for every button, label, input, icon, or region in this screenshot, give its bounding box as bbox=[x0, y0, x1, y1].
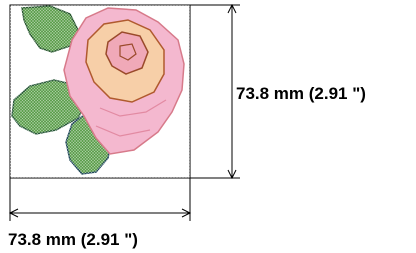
width-label: 73.8 mm (2.91 ") bbox=[8, 230, 138, 249]
embroidery-design bbox=[10, 5, 190, 178]
design-preview: 73.8 mm (2.91 ") 73.8 mm (2.91 ") bbox=[0, 0, 416, 253]
height-label: 73.8 mm (2.91 ") bbox=[236, 84, 366, 103]
page: {"design": {"height_label": "73.8 mm (2.… bbox=[0, 0, 416, 253]
